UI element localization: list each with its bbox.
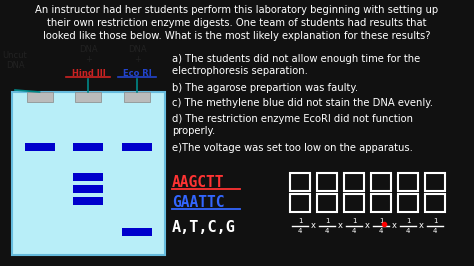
Bar [73,185,103,193]
Bar [27,92,53,102]
Text: x: x [419,222,424,231]
Bar [425,194,445,212]
Bar [344,194,364,212]
Text: AAGCTT: AAGCTT [172,175,225,190]
Text: x: x [365,222,370,231]
Text: x: x [311,222,316,231]
Text: x: x [338,222,343,231]
Bar [73,173,103,181]
Bar [73,197,103,205]
Text: 4: 4 [433,228,437,234]
Text: d) The restriction enzyme EcoRI did not function
properly.: d) The restriction enzyme EcoRI did not … [172,114,413,136]
Bar [371,194,391,212]
Bar [122,228,153,236]
Bar [398,173,418,191]
Text: c) The methylene blue did not stain the DNA evenly.: c) The methylene blue did not stain the … [172,98,433,109]
Text: 1: 1 [379,218,383,224]
Text: e)The voltage was set too low on the apparatus.: e)The voltage was set too low on the app… [172,143,413,153]
Text: Hind III: Hind III [72,69,105,78]
Bar [344,173,364,191]
Text: x: x [392,222,397,231]
Bar [371,173,391,191]
Bar [290,194,310,212]
Text: A,T,C,G: A,T,C,G [172,220,236,235]
Bar [398,194,418,212]
Text: GAATTC: GAATTC [172,195,225,210]
Bar [317,194,337,212]
Text: DNA
+: DNA + [79,45,98,64]
Text: 1: 1 [325,218,329,224]
Text: Eco RI: Eco RI [123,69,152,78]
Text: a) The students did not allow enough time for the
electrophoresis separation.: a) The students did not allow enough tim… [172,54,420,76]
Text: DNA
+: DNA + [128,45,147,64]
Text: Uncut
DNA: Uncut DNA [3,51,27,70]
Text: 1: 1 [433,218,437,224]
Bar [317,173,337,191]
Text: 1: 1 [406,218,410,224]
Bar [75,92,101,102]
Text: 1: 1 [298,218,302,224]
Bar [122,143,153,151]
Text: An instructor had her students perform this laboratory beginning with setting up: An instructor had her students perform t… [36,5,438,41]
Bar [12,92,165,255]
Bar [125,92,150,102]
Text: b) The agarose prepartion was faulty.: b) The agarose prepartion was faulty. [172,83,358,93]
Text: 1: 1 [352,218,356,224]
Text: 4: 4 [352,228,356,234]
Bar [73,143,103,151]
Text: 4: 4 [379,228,383,234]
Text: 4: 4 [406,228,410,234]
Bar [425,173,445,191]
Text: 4: 4 [298,228,302,234]
Text: 4: 4 [325,228,329,234]
Bar [25,143,55,151]
Bar [290,173,310,191]
